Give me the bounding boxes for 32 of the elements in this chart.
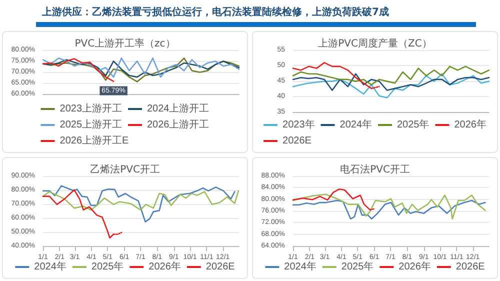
text: 上游供应：乙烯法装置亏损低位运行，电石法装置陆续检修，上游负荷跌破7成 [42, 7, 389, 18]
line-series [292, 73, 490, 91]
legend-label: 2025年 [91, 260, 124, 272]
legend-label: 2023上游开工 [60, 102, 122, 114]
legend-label: 2026E [282, 136, 312, 146]
chart-title: 上游PVC周度产量（ZC） [318, 38, 432, 50]
line-series [42, 57, 240, 82]
legend-label: 2025年 [341, 260, 374, 272]
legend-label: 2024年 [340, 118, 372, 130]
legend-label: 2026上游开工 [147, 118, 210, 130]
line-series [42, 190, 240, 211]
legend-label: 2026E [456, 262, 486, 272]
line-series [292, 200, 486, 220]
legend-label: 2024上游开工 [147, 102, 210, 114]
chart-title: 乙烯法PVC开工 [90, 164, 160, 176]
line-series [292, 66, 490, 86]
legend-label: 2026E [206, 262, 236, 272]
chart-title: 电石法PVC开工 [340, 164, 410, 176]
legend-label: 2024年 [34, 260, 66, 272]
legend-label: 2026上游开工E [60, 134, 129, 146]
line-series [42, 185, 236, 222]
legend-label: 2026年 [398, 260, 431, 272]
legend-label: 2025上游开工 [60, 118, 122, 130]
legend-label: 2026年 [148, 260, 181, 272]
legend-label: 2026年 [454, 118, 486, 130]
line-series [292, 194, 486, 220]
line-series [42, 58, 114, 82]
legend-label: 2024年 [284, 260, 316, 272]
legend-label: 2025年 [397, 118, 430, 130]
line-series [292, 73, 490, 98]
chart-title: PVC上游开工率（zc） [74, 38, 176, 50]
legend-label: 2023年 [282, 118, 315, 130]
